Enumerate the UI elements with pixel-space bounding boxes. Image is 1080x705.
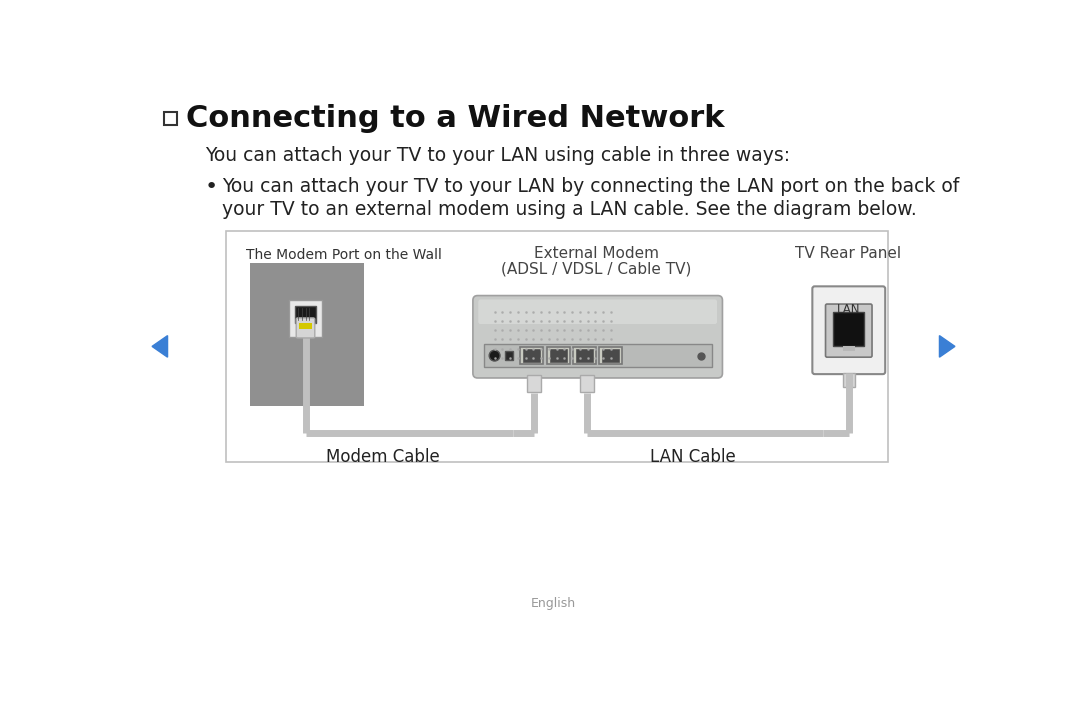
Bar: [580, 375, 594, 392]
Text: Connecting to a Wired Network: Connecting to a Wired Network: [186, 104, 725, 133]
FancyBboxPatch shape: [296, 318, 314, 338]
Text: LAN Cable: LAN Cable: [650, 448, 735, 466]
Bar: [484, 344, 712, 367]
Bar: [834, 312, 864, 346]
Text: TV Rear Panel: TV Rear Panel: [795, 246, 901, 262]
FancyBboxPatch shape: [812, 286, 886, 374]
Polygon shape: [940, 336, 955, 357]
Text: •: •: [205, 177, 218, 197]
Bar: [599, 347, 622, 364]
Text: The Modem Port on the Wall: The Modem Port on the Wall: [246, 248, 442, 262]
Text: (ADSL / VDSL / Cable TV): (ADSL / VDSL / Cable TV): [501, 262, 691, 276]
Text: External Modem: External Modem: [534, 246, 659, 262]
Bar: [505, 351, 513, 360]
Bar: [521, 347, 543, 364]
Text: Modem Cable: Modem Cable: [326, 448, 440, 466]
Text: LAN: LAN: [837, 302, 861, 316]
Polygon shape: [152, 336, 167, 357]
Bar: [289, 300, 322, 337]
Bar: [227, 231, 888, 462]
Bar: [299, 324, 312, 329]
FancyBboxPatch shape: [825, 304, 872, 357]
Circle shape: [489, 350, 500, 361]
Bar: [603, 350, 619, 362]
Bar: [524, 350, 540, 362]
Bar: [842, 374, 855, 387]
Text: You can attach your TV to your LAN using cable in three ways:: You can attach your TV to your LAN using…: [205, 146, 789, 165]
Text: your TV to an external modem using a LAN cable. See the diagram below.: your TV to an external modem using a LAN…: [221, 200, 917, 219]
Bar: [527, 375, 541, 392]
Bar: [550, 350, 567, 362]
FancyBboxPatch shape: [478, 300, 717, 324]
Bar: [842, 346, 855, 351]
Bar: [164, 112, 177, 125]
Bar: [249, 263, 364, 405]
Bar: [546, 347, 570, 364]
FancyBboxPatch shape: [473, 295, 723, 378]
Bar: [572, 347, 596, 364]
Text: English: English: [531, 596, 576, 610]
FancyBboxPatch shape: [296, 305, 315, 322]
Text: You can attach your TV to your LAN by connecting the LAN port on the back of: You can attach your TV to your LAN by co…: [221, 177, 959, 196]
Bar: [576, 350, 593, 362]
